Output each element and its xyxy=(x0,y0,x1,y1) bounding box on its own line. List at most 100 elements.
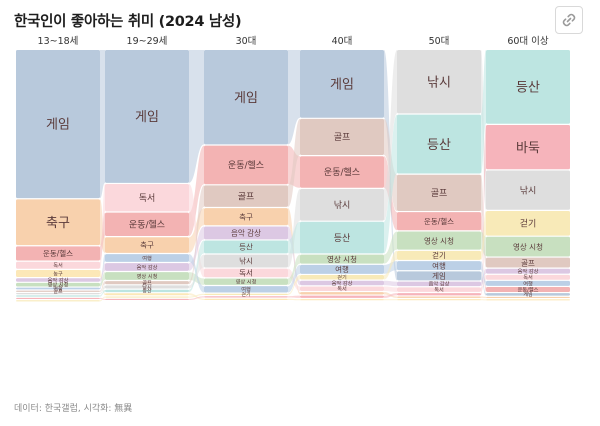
node-bar xyxy=(16,287,100,290)
node-bar xyxy=(16,261,100,269)
node-bar xyxy=(204,226,288,240)
ribbon xyxy=(189,296,204,301)
node-bar xyxy=(397,250,481,260)
node-label: 여행 xyxy=(142,254,152,262)
node-label: 음악 감상 xyxy=(231,228,261,238)
ribbon xyxy=(481,299,486,301)
node-label: 게임 xyxy=(135,110,159,125)
ribbon xyxy=(189,185,204,285)
node-label: 음악 감상 xyxy=(332,279,353,287)
node-bar xyxy=(397,114,481,174)
ribbon xyxy=(189,293,204,300)
ribbon xyxy=(481,296,486,299)
node-bar xyxy=(105,298,189,301)
node-bar xyxy=(486,257,570,268)
node-label: 음악 감상 xyxy=(137,263,158,271)
ribbon xyxy=(288,275,300,296)
node-bar xyxy=(486,293,570,296)
node-bar xyxy=(300,275,384,280)
node-label: 걷기 xyxy=(432,250,446,260)
ribbon xyxy=(288,118,300,207)
node-label: 영상 시청 xyxy=(236,278,257,286)
node-bar xyxy=(486,299,570,301)
node-label: 골프 xyxy=(238,191,255,202)
node-label: 운동/헬스 xyxy=(228,160,264,171)
node-bar xyxy=(486,124,570,170)
ribbon xyxy=(288,221,300,254)
node-bar xyxy=(16,282,100,287)
ribbon xyxy=(481,124,486,296)
node-bar xyxy=(397,293,481,296)
node-bar xyxy=(397,50,481,114)
node-bar xyxy=(486,274,570,280)
node-label: 바둑 xyxy=(516,141,540,156)
ribbons xyxy=(100,50,486,302)
node-label: 여행 xyxy=(53,285,63,292)
node-bar xyxy=(105,281,189,285)
node-bar xyxy=(486,210,570,236)
node-label: 운동/헬스 xyxy=(324,167,360,178)
node-bar xyxy=(486,296,570,299)
node-label: 독서 xyxy=(337,285,347,293)
node-bar xyxy=(204,240,288,254)
node-bar xyxy=(204,50,288,145)
node-bar xyxy=(204,286,288,293)
node-label: 농구 xyxy=(53,270,63,277)
node-label: 축구 xyxy=(140,241,154,250)
node-bar xyxy=(486,50,570,124)
node-bar xyxy=(300,280,384,286)
node-label: 등산 xyxy=(239,242,253,252)
node-bar xyxy=(397,287,481,292)
node-label: 낚시 xyxy=(142,283,152,291)
node-bar xyxy=(300,295,384,298)
node-label: 등산 xyxy=(427,138,451,153)
node-bar xyxy=(105,293,189,296)
node-label: 독서 xyxy=(53,261,63,269)
node-label: 영상 시청 xyxy=(513,241,543,251)
node-bar xyxy=(105,212,189,237)
ribbon xyxy=(288,264,300,293)
node-bar xyxy=(300,264,384,274)
ribbon xyxy=(189,184,204,278)
node-bar xyxy=(300,292,384,295)
node-label: 영상 시청 xyxy=(424,235,454,245)
node-bar xyxy=(300,156,384,188)
node-label: 게임 xyxy=(523,291,532,298)
node-label: 축구 xyxy=(46,216,70,231)
ribbon xyxy=(100,281,105,292)
ribbon xyxy=(100,50,105,199)
node-label: 독서 xyxy=(523,273,533,281)
ribbon xyxy=(100,272,105,287)
node-label: 운동/헬스 xyxy=(129,220,165,231)
link-button[interactable] xyxy=(555,6,583,34)
ribbon xyxy=(384,114,397,254)
node-label: 음악 감상 xyxy=(518,267,539,275)
node-label: 골프 xyxy=(142,280,152,287)
node-label: 축구 xyxy=(239,212,253,221)
node-label: 걷기 xyxy=(337,273,347,281)
node-bar xyxy=(105,272,189,280)
node-label: 낚시 xyxy=(334,200,351,211)
node-label: 낚시 xyxy=(520,185,537,196)
ribbon xyxy=(100,285,105,295)
ribbon xyxy=(384,286,397,292)
node-label: 여행 xyxy=(241,285,251,293)
node-label: 음악 감상 xyxy=(429,280,450,288)
node-bar xyxy=(300,118,384,156)
node-bar xyxy=(204,268,288,278)
node-bar xyxy=(300,286,384,291)
node-label: 게임 xyxy=(46,118,70,133)
ribbon xyxy=(384,250,397,280)
node-bar xyxy=(204,278,288,285)
ribbon xyxy=(189,50,204,183)
node-bar xyxy=(105,285,189,289)
node-label: 골프 xyxy=(53,289,63,295)
node-bar xyxy=(16,293,100,295)
node-label: 여행 xyxy=(432,260,446,270)
node-bar xyxy=(486,287,570,292)
node-bar xyxy=(16,50,100,199)
node-bar xyxy=(16,300,100,302)
node-bar xyxy=(105,296,189,298)
chart-title: 한국인이 좋아하는 취미 (2024 남성) xyxy=(14,14,242,30)
